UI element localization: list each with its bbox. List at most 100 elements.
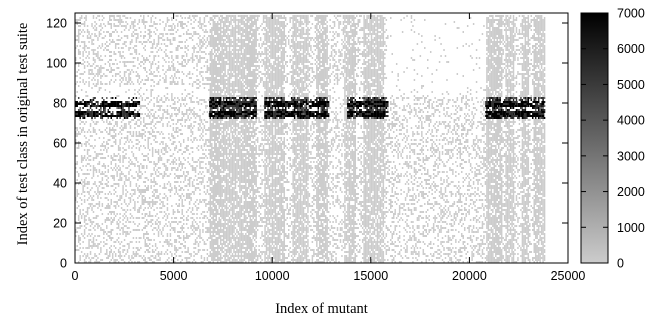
heatmap-cell: [256, 77, 259, 79]
heatmap-cell: [316, 233, 318, 247]
heatmap-cell: [240, 219, 243, 241]
heatmap-cell: [248, 121, 250, 125]
heatmap-cell: [190, 129, 192, 133]
heatmap-cell: [264, 33, 266, 41]
heatmap-cell: [227, 51, 229, 61]
heatmap-cell: [289, 93, 291, 95]
heatmap-cell: [123, 199, 126, 203]
heatmap-cell: [231, 149, 234, 151]
heatmap-cell: [77, 19, 80, 21]
heatmap-cell: [200, 201, 203, 203]
heatmap-cell: [153, 161, 155, 165]
heatmap-cell: [79, 247, 81, 249]
heatmap-cell: [344, 43, 346, 49]
heatmap-cell: [336, 195, 339, 203]
heatmap-cell: [163, 73, 166, 75]
heatmap-cell: [110, 19, 112, 21]
heatmap-cell: [265, 29, 268, 45]
heatmap-cell: [321, 83, 324, 91]
heatmap-cell: [85, 95, 87, 97]
heatmap-cell: [262, 251, 265, 253]
heatmap-cell: [174, 113, 176, 115]
heatmap-cell: [101, 43, 104, 47]
heatmap-cell: [326, 119, 328, 129]
heatmap-cell: [205, 243, 207, 245]
heatmap-cell: [261, 125, 263, 127]
heatmap-cell: [234, 205, 237, 209]
heatmap-cell: [323, 39, 325, 91]
heatmap-cell: [287, 157, 290, 159]
heatmap-cell: [165, 97, 167, 101]
heatmap-cell: [248, 225, 250, 249]
heatmap-cell: [145, 237, 148, 239]
heatmap-cell: [345, 177, 348, 179]
heatmap-cell: [342, 45, 345, 49]
heatmap-cell: [187, 33, 189, 35]
heatmap-cell: [299, 227, 302, 231]
heatmap-cell: [333, 227, 336, 229]
heatmap-cell: [114, 183, 117, 185]
heatmap-cell: [301, 251, 303, 263]
heatmap-cell: [111, 145, 114, 147]
heatmap-cell: [135, 241, 138, 243]
heatmap-cell: [219, 19, 222, 47]
heatmap-cell: [125, 149, 127, 151]
heatmap-cell: [342, 179, 345, 181]
heatmap-cell: [327, 195, 330, 197]
heatmap-cell: [151, 25, 154, 27]
heatmap-cell: [92, 43, 95, 45]
heatmap-cell: [91, 221, 93, 225]
heatmap-cell: [178, 41, 181, 43]
heatmap-cell: [160, 231, 163, 235]
heatmap-cell: [148, 243, 151, 245]
heatmap-cell: [329, 187, 331, 191]
heatmap-cell: [199, 139, 201, 141]
heatmap-cell: [91, 39, 93, 45]
heatmap-cell: [314, 199, 317, 201]
heatmap-cell: [88, 261, 90, 263]
heatmap-cell: [214, 163, 216, 173]
heatmap-cell: [89, 251, 92, 255]
heatmap-cell: [114, 19, 117, 21]
heatmap-cell: [339, 149, 342, 151]
heatmap-cell: [345, 197, 348, 201]
heatmap-cell: [335, 219, 337, 223]
heatmap-cell: [313, 249, 315, 257]
heatmap-cell: [100, 55, 102, 57]
heatmap-cell: [125, 211, 127, 213]
heatmap-cell: [114, 241, 117, 243]
heatmap-cell: [119, 233, 121, 235]
heatmap-cell: [104, 207, 107, 209]
heatmap-cell: [267, 175, 269, 189]
heatmap-cell: [274, 15, 277, 25]
heatmap-cell: [205, 61, 207, 63]
heatmap-cell: [265, 99, 268, 101]
heatmap-cell: [234, 163, 237, 189]
heatmap-cell: [321, 219, 324, 221]
heatmap-cell: [143, 145, 145, 147]
heatmap-cell: [342, 247, 345, 249]
heatmap-cell: [304, 119, 306, 121]
heatmap-cell: [104, 109, 107, 113]
heatmap-cell: [111, 111, 114, 113]
heatmap-cell: [132, 163, 135, 165]
heatmap-cell: [211, 123, 213, 141]
heatmap-cell: [172, 33, 175, 35]
heatmap-cell: [239, 45, 241, 51]
heatmap-cell: [163, 43, 166, 45]
heatmap-cell: [132, 199, 135, 201]
heatmap-cell: [222, 199, 225, 207]
heatmap-cell: [333, 43, 336, 45]
heatmap-cell: [95, 17, 98, 19]
heatmap-cell: [342, 173, 345, 175]
heatmap-cell: [339, 233, 342, 237]
heatmap-cell: [330, 127, 333, 131]
heatmap-cell: [203, 191, 206, 193]
heatmap-cell: [80, 129, 83, 133]
heatmap-cell: [120, 177, 123, 181]
heatmap-cell: [310, 157, 312, 159]
heatmap-cell: [329, 63, 331, 69]
heatmap-cell: [240, 143, 243, 147]
heatmap-cell: [85, 255, 87, 259]
heatmap-cell: [199, 17, 201, 25]
